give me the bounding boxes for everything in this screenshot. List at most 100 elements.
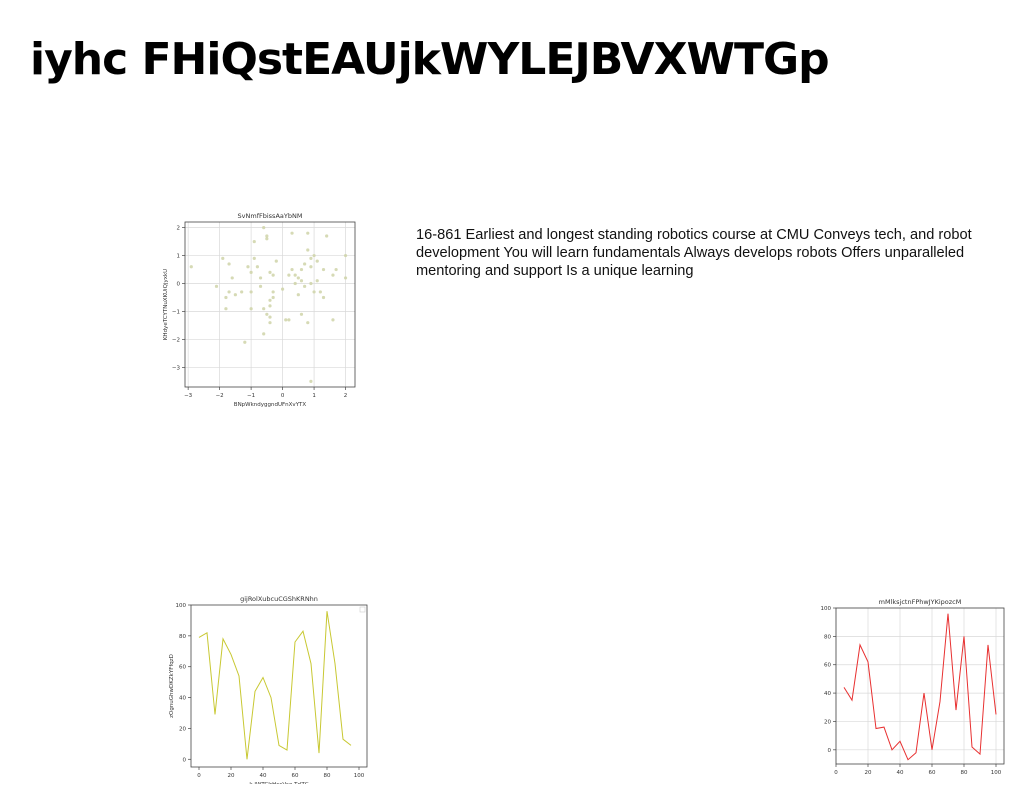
scatter-point [224,307,228,311]
scatter-point [312,290,316,294]
scatter-point [296,293,300,297]
scatter-point [271,295,275,300]
x-tick-label: −3 [184,393,193,399]
y-axis-label: KHdyeTCYTNuXKUiQjyxkU [163,269,169,340]
scatter-point [287,318,291,322]
line-chart-red: 0 20 40 60 80 100 0 20 40 60 80 100 mMlksjctnFPhwJYK… [815,594,1010,776]
series-line [843,613,997,761]
x-tick-label: 100 [991,770,1002,776]
x-tick-label: 0 [281,393,285,399]
scatter-point [227,290,231,294]
scatter-point [271,290,275,294]
y-tick-label: 60 [179,665,186,671]
scatter-point [265,312,269,316]
legend-box [359,606,366,613]
x-tick-label: 2 [344,393,348,399]
scatter-point [293,273,297,277]
scatter-point [343,253,348,258]
scatter-point [284,318,288,322]
scatter-point [287,273,291,277]
scatter-point [189,265,193,269]
line-chart-yellow: 0 20 40 60 80 100 0 20 40 60 80 100 gijRolXubcuCGShK… [165,592,375,784]
scatter-point [280,287,285,291]
scatter-point [318,290,322,294]
x-axis-label: BNpWkndyggndUFnXvYTX [234,402,307,407]
scatter-point [296,276,300,280]
scatter-point [290,231,294,235]
y-tick-label: 1 [177,254,181,260]
scatter-point [265,234,269,238]
plot-frame [190,604,368,768]
x-tick-label: 0 [834,770,838,776]
scatter-point [293,281,297,286]
y-tick-label: 80 [824,634,831,640]
chart-title: mMlksjctnFPhwJYKipozcM [879,598,962,606]
y-tick-label: 60 [824,663,831,669]
scatter-point [309,281,313,286]
scatter-point [306,231,310,235]
x-tick-label: 40 [897,770,904,776]
y-tick-label: 0 [183,757,187,763]
y-tick-label: −1 [172,309,180,315]
scatter-point [299,279,304,283]
scatter-point [249,290,253,294]
scatter-point [325,234,329,238]
scatter-point [315,259,319,263]
scatter-point [268,315,272,319]
y-tick-label: 100 [176,603,187,609]
series-line [198,611,352,760]
scatter-point [224,295,228,300]
x-tick-label: 60 [929,770,936,776]
x-tick-label: 1 [312,393,316,399]
scatter-point [249,307,253,311]
chart-title: gijRolXubcuCGShKRNhn [240,595,318,603]
x-tick-label: 80 [961,770,968,776]
scatter-point [299,267,304,272]
scatter-point [306,248,310,252]
scatter-point [306,321,310,325]
scatter-point [331,318,335,322]
scatter-point [255,265,260,269]
scatter-point [268,298,272,302]
scatter-point [271,273,275,277]
scatter-point [230,276,234,280]
scatter-point [252,256,256,260]
scatter-point [334,267,338,272]
chart-title: SvNmfFbissAaYbNM [238,212,303,220]
scatter-point [252,239,256,244]
course-description: 16-861 Earliest and longest standing rob… [416,227,972,279]
x-tick-label: 100 [354,773,365,779]
y-tick-label: 40 [179,696,186,702]
scatter-point [262,225,266,230]
scatter-point [290,267,294,272]
scatter-point [268,270,272,274]
scatter-point [303,262,307,266]
x-tick-label: 0 [197,773,201,779]
scatter-point [274,259,278,263]
y-tick-label: 0 [828,748,832,754]
scatter-point [321,295,326,300]
x-axis-label: k IWTCIrHccVao TdZC [249,782,308,784]
scatter-point [303,284,307,288]
scatter-point [315,279,319,283]
x-tick-label: −2 [216,393,224,399]
x-tick-label: 20 [228,773,235,779]
x-tick-label: 80 [324,773,331,779]
scatter-point [343,276,348,280]
scatter-point [309,379,313,384]
y-axis-label: zOgnuGhwDKZkYFfqzD [169,654,175,718]
scatter-point [243,340,247,344]
scatter-point [299,312,304,316]
x-tick-label: −1 [247,393,255,399]
y-tick-label: 20 [179,726,186,732]
scatter-point [331,273,335,277]
y-tick-label: 100 [821,606,832,612]
x-tick-label: 40 [260,773,267,779]
scatter-point [221,256,225,260]
plot-frame [835,607,1005,765]
scatter-point [309,265,313,269]
scatter-point [312,253,316,258]
y-tick-label: 2 [177,226,181,232]
scatter-point [240,290,244,294]
scatter-point [262,332,266,336]
